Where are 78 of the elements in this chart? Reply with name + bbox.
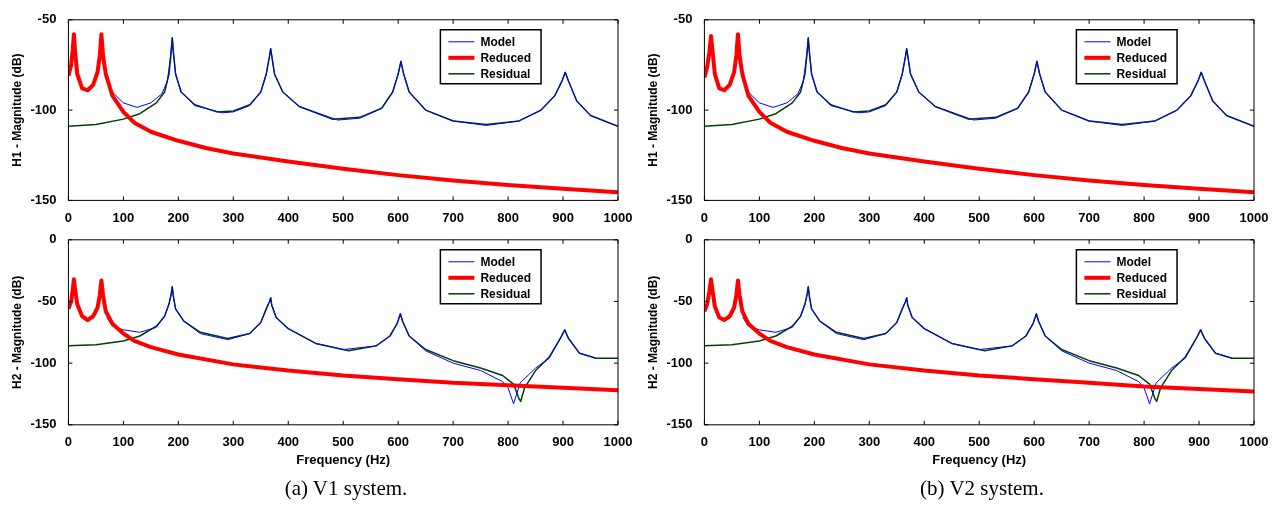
x-tick-label: 900 — [1188, 209, 1210, 225]
x-tick-label: 700 — [442, 434, 464, 450]
x-tick-label: 800 — [1133, 209, 1155, 225]
x-tick-label: 200 — [167, 434, 190, 450]
x-tick-label: 0 — [64, 434, 73, 450]
legend-label: Residual — [480, 287, 531, 302]
x-tick-label: 700 — [1078, 434, 1100, 450]
legend-label: Reduced — [480, 271, 532, 286]
x-tick-label: 500 — [332, 434, 355, 450]
x-tick-label: 1000 — [1239, 434, 1269, 450]
x-tick-label: 100 — [112, 434, 135, 450]
y-axis-title: H2 - Magnitude (dB) — [9, 275, 24, 389]
x-tick-label: 800 — [1133, 434, 1155, 450]
y-tick-label: -150 — [30, 416, 57, 432]
x-tick-label: 900 — [552, 209, 574, 225]
x-tick-label: 0 — [700, 434, 709, 450]
x-tick-label: 600 — [387, 209, 410, 225]
legend-label: Residual — [1116, 67, 1167, 82]
y-tick-label: -150 — [30, 191, 57, 207]
x-tick-label: 0 — [700, 209, 709, 225]
x-tick-label: 400 — [277, 209, 300, 225]
legend-label: Reduced — [1116, 271, 1168, 286]
x-tick-label: 500 — [968, 434, 991, 450]
y-tick-label: -150 — [666, 416, 693, 432]
y-tick-label: -50 — [37, 293, 57, 309]
x-tick-label: 200 — [167, 209, 190, 225]
x-tick-label: 0 — [64, 209, 73, 225]
y-tick-label: 0 — [685, 231, 693, 247]
x-tick-label: 300 — [222, 209, 245, 225]
y-axis-title: H2 - Magnitude (dB) — [645, 275, 660, 389]
y-tick-label: -100 — [666, 354, 693, 370]
x-tick-label: 700 — [442, 209, 464, 225]
x-tick-label: 400 — [913, 434, 936, 450]
y-tick-label: -50 — [673, 11, 693, 27]
x-tick-label: 1000 — [1239, 209, 1269, 225]
y-tick-label: -100 — [30, 101, 57, 117]
x-tick-label: 100 — [748, 209, 771, 225]
y-axis-title: H1 - Magnitude (dB) — [645, 53, 660, 167]
x-tick-label: 600 — [1023, 209, 1046, 225]
legend-label: Reduced — [1116, 51, 1168, 66]
x-tick-label: 900 — [1188, 434, 1210, 450]
x-tick-label: 100 — [748, 434, 771, 450]
legend-label: Reduced — [480, 51, 532, 66]
x-tick-label: 200 — [803, 209, 826, 225]
y-tick-label: 0 — [49, 231, 57, 247]
legend-label: Residual — [1116, 287, 1167, 302]
x-tick-label: 900 — [552, 434, 574, 450]
x-tick-label: 200 — [803, 434, 826, 450]
x-tick-label: 500 — [332, 209, 355, 225]
x-tick-label: 500 — [968, 209, 991, 225]
x-axis-title: Frequency (Hz) — [296, 451, 391, 467]
y-tick-label: -150 — [666, 191, 693, 207]
legend-label: Model — [1116, 255, 1152, 270]
x-tick-label: 1000 — [603, 434, 633, 450]
x-tick-label: 300 — [222, 434, 245, 450]
x-tick-label: 600 — [387, 434, 410, 450]
y-axis-title: H1 - Magnitude (dB) — [9, 53, 24, 167]
x-tick-label: 400 — [277, 434, 300, 450]
legend-label: Model — [1116, 35, 1152, 50]
x-axis-title: Frequency (Hz) — [932, 451, 1027, 467]
x-tick-label: 300 — [858, 209, 881, 225]
y-tick-label: -100 — [666, 101, 693, 117]
text: (a) V1 system. — [283, 476, 409, 501]
legend-label: Model — [480, 35, 516, 50]
x-tick-label: 800 — [497, 209, 519, 225]
y-tick-label: -100 — [30, 354, 57, 370]
x-tick-label: 400 — [913, 209, 936, 225]
y-tick-label: -50 — [673, 293, 693, 309]
x-tick-label: 800 — [497, 434, 519, 450]
text: (b) V2 system. — [919, 476, 1045, 501]
x-tick-label: 600 — [1023, 434, 1046, 450]
x-tick-label: 300 — [858, 434, 881, 450]
y-tick-label: -50 — [37, 11, 57, 27]
legend-label: Residual — [480, 67, 531, 82]
legend-label: Model — [480, 255, 516, 270]
x-tick-label: 100 — [112, 209, 135, 225]
x-tick-label: 1000 — [603, 209, 633, 225]
x-tick-label: 700 — [1078, 209, 1100, 225]
